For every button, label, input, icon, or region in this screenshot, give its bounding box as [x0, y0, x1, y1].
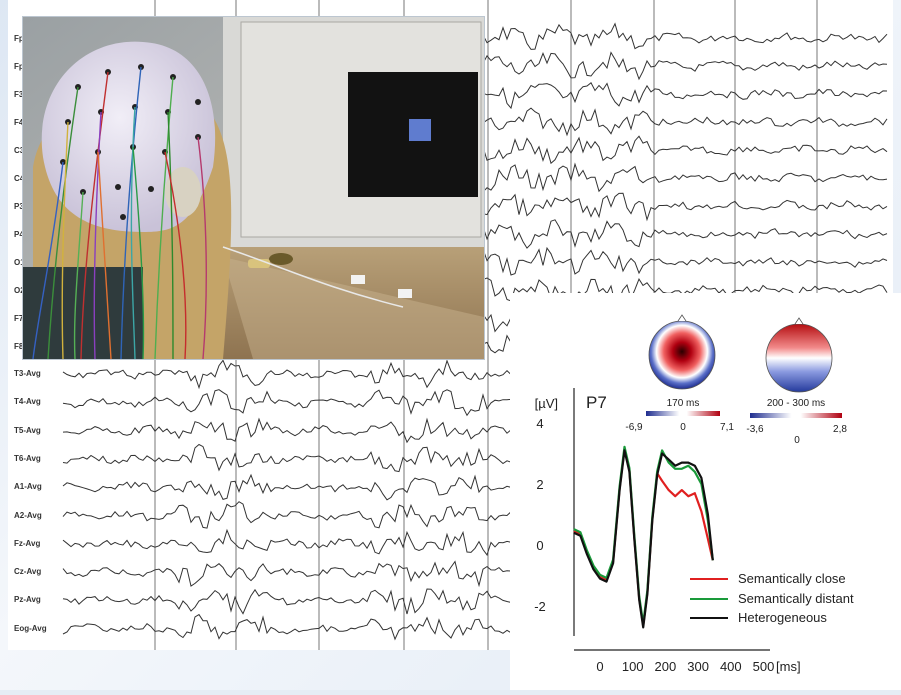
- legend-label-distant: Semantically distant: [738, 591, 854, 606]
- y-tick-label: 0: [536, 538, 543, 553]
- topomap-2-zero-label: 0: [794, 435, 800, 446]
- eeg-channel-label: Eog-Avg: [14, 623, 47, 633]
- eeg-channel-label: Cz-Avg: [14, 567, 42, 577]
- eeg-channel-label: F8: [14, 342, 24, 351]
- x-tick-label: 200: [655, 659, 677, 674]
- eeg-channel-label: O1: [14, 258, 25, 267]
- eeg-channel-label: C4: [14, 174, 25, 183]
- waveform-heterogeneous: [573, 449, 714, 629]
- y-tick-label: -2: [534, 599, 546, 614]
- topomap-200-300ms: 200 - 300 ms -3,6 0 2,8: [746, 317, 847, 446]
- eeg-channel-label: P4: [14, 230, 24, 239]
- eeg-channel-label: F4: [14, 118, 24, 127]
- eeg-channel-label: Pz-Avg: [14, 595, 41, 605]
- eeg-channel-label: F7: [14, 314, 24, 323]
- y-unit-label: [µV]: [535, 396, 558, 411]
- eeg-channel-label: F3: [14, 90, 24, 99]
- eeg-channel-label: T5-Avg: [14, 425, 41, 435]
- eeg-channel-label: T4-Avg: [14, 397, 41, 407]
- topomap-170ms: 170 ms -6,9 0 7,1: [625, 314, 734, 433]
- x-tick-label: 500: [753, 659, 775, 674]
- eeg-channel-label: P3: [14, 202, 24, 211]
- topomap-1-max-label: 7,1: [720, 422, 734, 433]
- x-tick-label: 0: [596, 659, 603, 674]
- eeg-channel-label: A2-Avg: [14, 510, 42, 520]
- topomap-1-zero-label: 0: [680, 422, 686, 433]
- x-unit-label: [ms]: [776, 659, 801, 674]
- eeg-channel-label: C3: [14, 146, 25, 155]
- topomap-2-max-label: 2,8: [833, 424, 847, 435]
- legend: Semantically close Semantically distant …: [690, 571, 854, 625]
- eeg-channel-label: T3-Avg: [14, 369, 41, 378]
- eeg-channel-label: O2: [14, 286, 25, 295]
- legend-label-close: Semantically close: [738, 571, 846, 586]
- topomap-2-time-label: 200 - 300 ms: [767, 398, 825, 409]
- erp-waveforms: [573, 445, 714, 629]
- eeg-channel-label: Fp1: [14, 34, 28, 43]
- topomap-1-min-label: -6,9: [625, 422, 643, 433]
- eeg-channel-label: A1-Avg: [14, 482, 42, 492]
- erp-chart: 170 ms -6,9 0 7,1 200 - 300 ms -3,6 0 2,…: [534, 314, 854, 674]
- eeg-channel-label: Fp2: [14, 62, 28, 71]
- legend-label-heterogeneous: Heterogeneous: [738, 610, 827, 625]
- eeg-channel-label: T6-Avg: [14, 453, 41, 463]
- waveform-semantically-distant: [573, 445, 714, 625]
- x-tick-label: 300: [687, 659, 709, 674]
- eeg-cap-photo: [22, 16, 485, 360]
- erp-ticks: 4 2 0 -2 0 100 200 300 400 500: [534, 416, 774, 674]
- eeg-channel-label: Fz-Avg: [14, 538, 41, 548]
- x-tick-label: 100: [622, 659, 644, 674]
- erp-figure-panel: 170 ms -6,9 0 7,1 200 - 300 ms -3,6 0 2,…: [510, 293, 901, 690]
- y-tick-label: 4: [536, 416, 543, 431]
- y-tick-label: 2: [536, 477, 543, 492]
- electrode-label: P7: [586, 393, 607, 412]
- x-tick-label: 400: [720, 659, 742, 674]
- topomap-2-min-label: -3,6: [746, 424, 764, 435]
- topomap-1-time-label: 170 ms: [667, 398, 700, 409]
